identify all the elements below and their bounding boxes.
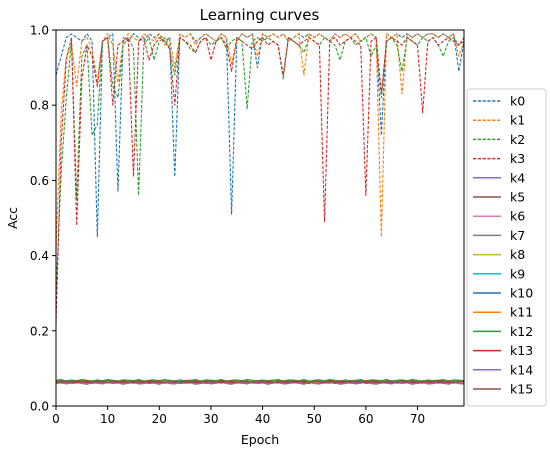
series-line-k1 bbox=[56, 33, 464, 249]
x-tick-label: 70 bbox=[410, 412, 425, 426]
legend-entry-k6: k6 bbox=[473, 209, 525, 224]
legend-entry-k8: k8 bbox=[473, 247, 525, 262]
legend-entry-k0: k0 bbox=[473, 94, 525, 109]
legend: k0 k1 k2 k3 k4 k5 k6 k7 k8 k9 k10 k11 k12 k13 k14 k15 bbox=[466, 88, 547, 407]
legend-label: k1 bbox=[510, 113, 525, 128]
x-tick-label: 40 bbox=[255, 412, 270, 426]
legend-label: k9 bbox=[510, 266, 525, 281]
series-line-k15 bbox=[56, 380, 464, 384]
legend-entry-k13: k13 bbox=[473, 343, 533, 358]
y-tick-label: 0.0 bbox=[30, 400, 49, 414]
legend-entry-k2: k2 bbox=[473, 132, 525, 147]
legend-frame bbox=[466, 88, 547, 407]
y-tick-label: 0.4 bbox=[30, 249, 49, 263]
x-tick-label: 50 bbox=[307, 412, 322, 426]
x-tick-label: 30 bbox=[203, 412, 218, 426]
legend-entry-k9: k9 bbox=[473, 266, 525, 281]
legend-entry-k1: k1 bbox=[473, 113, 525, 128]
x-tick-label: 60 bbox=[358, 412, 373, 426]
legend-label: k2 bbox=[510, 132, 525, 147]
legend-label: k10 bbox=[510, 286, 533, 301]
legend-entry-k7: k7 bbox=[473, 228, 525, 243]
legend-label: k8 bbox=[510, 247, 525, 262]
x-axis-ticks: 0 10 20 30 40 50 60 70 bbox=[52, 406, 425, 426]
plot-frame bbox=[55, 29, 465, 407]
x-tick-label: 0 bbox=[52, 412, 60, 426]
legend-label: k12 bbox=[510, 324, 533, 339]
legend-entry-k11: k11 bbox=[473, 305, 533, 320]
y-tick-label: 0.8 bbox=[30, 99, 49, 113]
legend-entry-k3: k3 bbox=[473, 151, 525, 166]
legend-label: k5 bbox=[510, 190, 525, 205]
legend-label: k0 bbox=[510, 94, 525, 109]
x-tick-label: 20 bbox=[152, 412, 167, 426]
series-layer bbox=[56, 33, 464, 385]
legend-label: k11 bbox=[510, 305, 533, 320]
y-axis-ticks: 0.0 0.2 0.4 0.6 0.8 1.0 bbox=[30, 24, 56, 414]
legend-entry-k15: k15 bbox=[473, 382, 533, 397]
legend-entry-k10: k10 bbox=[473, 286, 533, 301]
plot-area bbox=[55, 29, 465, 407]
y-tick-label: 0.6 bbox=[30, 174, 49, 188]
series-line-k3 bbox=[56, 36, 464, 324]
legend-entry-k12: k12 bbox=[473, 324, 533, 339]
x-axis-label: Epoch bbox=[241, 432, 279, 447]
y-axis-label: Acc bbox=[5, 207, 20, 229]
chart-title: Learning curves bbox=[200, 6, 320, 24]
legend-label: k3 bbox=[510, 151, 525, 166]
series-line-k2 bbox=[56, 36, 464, 294]
legend-label: k15 bbox=[510, 382, 533, 397]
legend-entry-k5: k5 bbox=[473, 190, 525, 205]
legend-label: k6 bbox=[510, 209, 525, 224]
legend-label: k7 bbox=[510, 228, 525, 243]
legend-entry-k4: k4 bbox=[473, 170, 525, 185]
y-tick-label: 0.2 bbox=[30, 324, 49, 338]
x-tick-label: 10 bbox=[100, 412, 115, 426]
legend-label: k14 bbox=[510, 362, 533, 377]
legend-entry-k14: k14 bbox=[473, 362, 533, 377]
legend-label: k13 bbox=[510, 343, 533, 358]
y-tick-label: 1.0 bbox=[30, 24, 49, 38]
legend-label: k4 bbox=[510, 170, 525, 185]
